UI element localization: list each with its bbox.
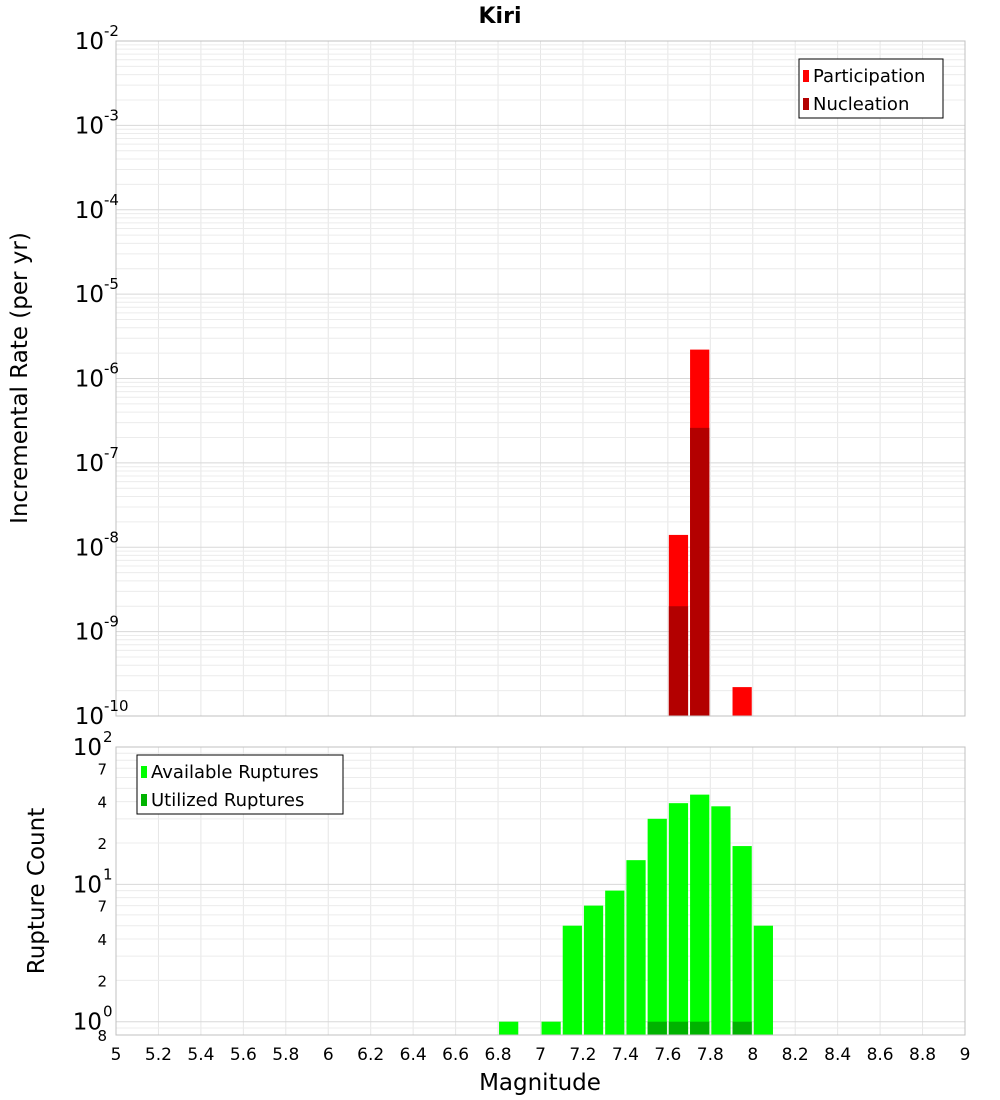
x-axis-label: Magnitude (479, 1070, 601, 1096)
available-ruptures-legend-swatch (141, 766, 147, 778)
top-y-tick-label-exponent: -2 (104, 22, 119, 40)
bottom-legend-box (136, 754, 344, 815)
participation-bar (732, 687, 752, 716)
utilized-ruptures-bar (690, 1021, 710, 1035)
top-plot-bars (668, 349, 752, 716)
x-tick-label: 6.6 (442, 1045, 469, 1065)
x-tick-label: 8.4 (824, 1045, 851, 1065)
x-tick-label: 5.4 (187, 1045, 214, 1065)
top-y-tick-label-base: 10 (75, 29, 104, 55)
x-tick-label: 7.2 (569, 1045, 596, 1065)
bottom-plot-bars (499, 794, 773, 1035)
top-y-tick-label-exponent: -4 (104, 191, 119, 209)
x-tick-label: 6.2 (357, 1045, 384, 1065)
available-ruptures-bar (499, 1021, 519, 1035)
nucleation-bar (690, 427, 710, 716)
available-ruptures-bar (753, 925, 773, 1035)
x-tick-label: 8.6 (867, 1045, 894, 1065)
x-tick-label: 8.8 (909, 1045, 936, 1065)
x-tick-label: 6.4 (400, 1045, 427, 1065)
chart-title: Kiri (479, 4, 522, 29)
bottom-y-tick-label-base: 10 (73, 735, 102, 761)
available-ruptures-bar (647, 818, 667, 1035)
utilized-ruptures-bar (647, 1021, 667, 1035)
top-y-tick-label-base: 10 (75, 451, 104, 477)
nucleation-legend-label: Nucleation (813, 94, 909, 115)
top-legend: Participation Nucleation (798, 58, 944, 119)
available-ruptures-bar (668, 803, 689, 1035)
bottom-y-tick-label-exponent: 0 (103, 1003, 113, 1021)
top-y-tick-label-exponent: -5 (104, 275, 119, 293)
top-legend-box (798, 58, 944, 119)
participation-legend-swatch (803, 70, 809, 82)
x-axis-ticks: 5 5.2 5.4 5.6 5.8 6 6.2 6.4 6.6 6.8 7 7.2 7.4 7.6 7.8 8… (111, 1045, 971, 1065)
top-y-tick-label-exponent: -6 (104, 360, 119, 378)
bottom-y-tick-label-base: 10 (73, 872, 102, 898)
bottom-y-minor-tick-label: 4 (97, 794, 107, 812)
x-tick-label: 7.6 (654, 1045, 681, 1065)
top-plot-frame (115, 40, 966, 717)
utilized-ruptures-legend-label: Utilized Ruptures (151, 790, 304, 811)
bottom-y-minor-tick-label: 4 (97, 931, 107, 949)
bottom-y-minor-tick-label: 7 (97, 898, 107, 916)
top-y-tick-label-exponent: -9 (104, 613, 119, 631)
top-y-tick-label-base: 10 (75, 282, 104, 308)
x-tick-label: 5.8 (272, 1045, 299, 1065)
top-y-tick-label-base: 10 (75, 535, 104, 561)
top-y-tick-label-exponent: -8 (104, 528, 119, 546)
available-ruptures-bar (605, 890, 625, 1035)
bottom-y-minor-tick-label: 7 (97, 760, 107, 778)
x-tick-label: 8 (747, 1045, 758, 1065)
bottom-y-tick-label-base: 10 (73, 1010, 102, 1036)
bottom-y-minor-tick-label: 2 (97, 972, 107, 990)
x-tick-label: 7.8 (697, 1045, 724, 1065)
available-ruptures-bar (541, 1021, 561, 1035)
top-y-tick-label-exponent: -10 (104, 697, 129, 715)
bottom-plot-frame (115, 746, 966, 1036)
top-y-tick-label-exponent: -7 (104, 444, 119, 462)
top-plot-grid (115, 41, 966, 717)
participation-legend-label: Participation (813, 66, 925, 87)
x-tick-label: 6.8 (485, 1045, 512, 1065)
utilized-ruptures-legend-swatch (141, 794, 147, 806)
top-y-tick-label-base: 10 (75, 367, 104, 393)
utilized-ruptures-bar (732, 1021, 752, 1035)
utilized-ruptures-bar (668, 1021, 689, 1035)
top-y-tick-label-base: 10 (75, 620, 104, 646)
x-tick-label: 5 (111, 1045, 122, 1065)
nucleation-bar (668, 606, 689, 716)
available-ruptures-bar (626, 860, 646, 1035)
top-y-tick-label-exponent: -3 (104, 106, 119, 124)
nucleation-legend-swatch (803, 98, 809, 110)
x-tick-label: 5.2 (145, 1045, 172, 1065)
x-tick-label: 8.2 (782, 1045, 809, 1065)
bottom-y-axis-label: Rupture Count (24, 808, 50, 974)
bottom-y-tick-label-exponent: 2 (103, 728, 113, 746)
bottom-legend: Available Ruptures Utilized Ruptures (136, 754, 344, 815)
available-ruptures-bar (711, 806, 731, 1035)
top-y-tick-label-base: 10 (75, 113, 104, 139)
top-y-axis-label: Incremental Rate (per yr) (7, 232, 33, 524)
x-tick-label: 9 (960, 1045, 971, 1065)
bottom-y-minor-tick-label: 8 (97, 1027, 107, 1045)
bottom-y-minor-tick-label: 2 (97, 835, 107, 853)
x-tick-label: 6 (323, 1045, 334, 1065)
available-ruptures-bar (732, 846, 752, 1035)
available-ruptures-bar (690, 794, 710, 1035)
available-ruptures-bar (583, 905, 604, 1035)
top-y-tick-label-base: 10 (75, 198, 104, 224)
available-ruptures-legend-label: Available Ruptures (151, 762, 319, 783)
x-tick-label: 5.6 (230, 1045, 257, 1065)
top-y-tick-label-base: 10 (75, 704, 104, 730)
available-ruptures-bar (562, 925, 582, 1035)
bottom-y-tick-label-exponent: 1 (103, 865, 113, 883)
x-tick-label: 7 (535, 1045, 546, 1065)
x-tick-label: 7.4 (612, 1045, 639, 1065)
